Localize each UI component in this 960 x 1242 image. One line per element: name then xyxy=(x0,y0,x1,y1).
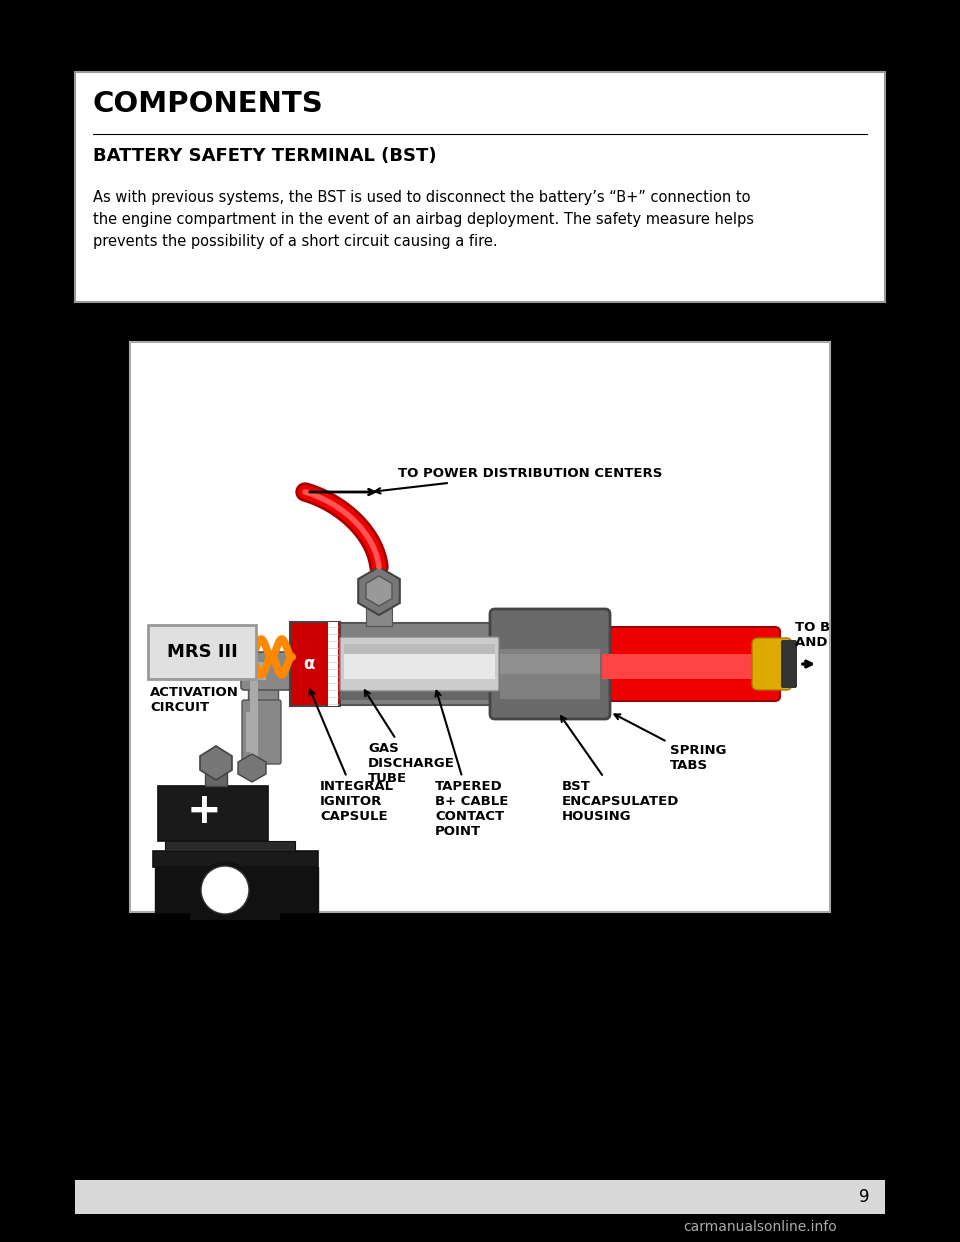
FancyBboxPatch shape xyxy=(248,677,278,763)
Text: SPRING
TABS: SPRING TABS xyxy=(614,714,727,773)
FancyBboxPatch shape xyxy=(366,606,392,626)
FancyBboxPatch shape xyxy=(752,638,792,691)
Text: TAPERED
B+ CABLE
CONTACT
POINT: TAPERED B+ CABLE CONTACT POINT xyxy=(435,691,509,838)
FancyBboxPatch shape xyxy=(328,622,338,705)
Text: 9: 9 xyxy=(859,1189,870,1206)
FancyBboxPatch shape xyxy=(340,637,499,691)
Text: ACTIVATION
CIRCUIT: ACTIVATION CIRCUIT xyxy=(150,686,239,714)
Polygon shape xyxy=(366,576,392,606)
FancyBboxPatch shape xyxy=(344,645,495,655)
FancyBboxPatch shape xyxy=(153,851,318,867)
FancyBboxPatch shape xyxy=(250,679,258,760)
FancyBboxPatch shape xyxy=(130,342,830,912)
FancyBboxPatch shape xyxy=(602,655,773,679)
FancyBboxPatch shape xyxy=(500,655,600,674)
FancyBboxPatch shape xyxy=(344,655,495,679)
FancyBboxPatch shape xyxy=(340,652,507,684)
Text: +: + xyxy=(186,790,222,832)
Circle shape xyxy=(201,866,249,914)
FancyBboxPatch shape xyxy=(290,622,340,705)
Polygon shape xyxy=(155,867,318,912)
Text: COMPONENTS: COMPONENTS xyxy=(93,89,324,118)
Polygon shape xyxy=(238,754,266,782)
FancyBboxPatch shape xyxy=(148,625,256,679)
FancyBboxPatch shape xyxy=(205,756,227,786)
Text: TO B+, STARTER
AND GENERATOR: TO B+, STARTER AND GENERATOR xyxy=(795,621,923,650)
Text: INTEGRAL
IGNITOR
CAPSULE: INTEGRAL IGNITOR CAPSULE xyxy=(309,689,395,823)
FancyBboxPatch shape xyxy=(241,652,312,691)
FancyBboxPatch shape xyxy=(246,662,266,681)
FancyBboxPatch shape xyxy=(333,623,514,705)
Text: GAS
DISCHARGE
TUBE: GAS DISCHARGE TUBE xyxy=(365,691,455,785)
FancyBboxPatch shape xyxy=(158,786,268,841)
Circle shape xyxy=(197,862,253,918)
Text: BATTERY SAFETY TERMINAL (BST): BATTERY SAFETY TERMINAL (BST) xyxy=(93,147,437,165)
FancyBboxPatch shape xyxy=(165,841,295,851)
FancyBboxPatch shape xyxy=(246,712,258,751)
Text: BST
ENCAPSULATED
HOUSING: BST ENCAPSULATED HOUSING xyxy=(561,717,680,823)
Polygon shape xyxy=(358,568,399,615)
FancyBboxPatch shape xyxy=(75,72,885,302)
FancyBboxPatch shape xyxy=(595,627,780,700)
FancyBboxPatch shape xyxy=(340,684,507,700)
FancyBboxPatch shape xyxy=(490,609,610,719)
Polygon shape xyxy=(200,746,232,780)
Text: MRS III: MRS III xyxy=(167,643,237,661)
FancyBboxPatch shape xyxy=(75,1180,885,1213)
Text: carmanualsonline.info: carmanualsonline.info xyxy=(684,1220,837,1235)
FancyBboxPatch shape xyxy=(500,650,600,699)
Text: TO POWER DISTRIBUTION CENTERS: TO POWER DISTRIBUTION CENTERS xyxy=(375,467,662,493)
FancyBboxPatch shape xyxy=(190,910,280,920)
FancyBboxPatch shape xyxy=(242,700,281,764)
Text: α: α xyxy=(303,655,315,673)
FancyBboxPatch shape xyxy=(155,904,318,912)
FancyBboxPatch shape xyxy=(781,640,797,688)
Text: As with previous systems, the BST is used to disconnect the battery’s “B+” conne: As with previous systems, the BST is use… xyxy=(93,190,754,250)
